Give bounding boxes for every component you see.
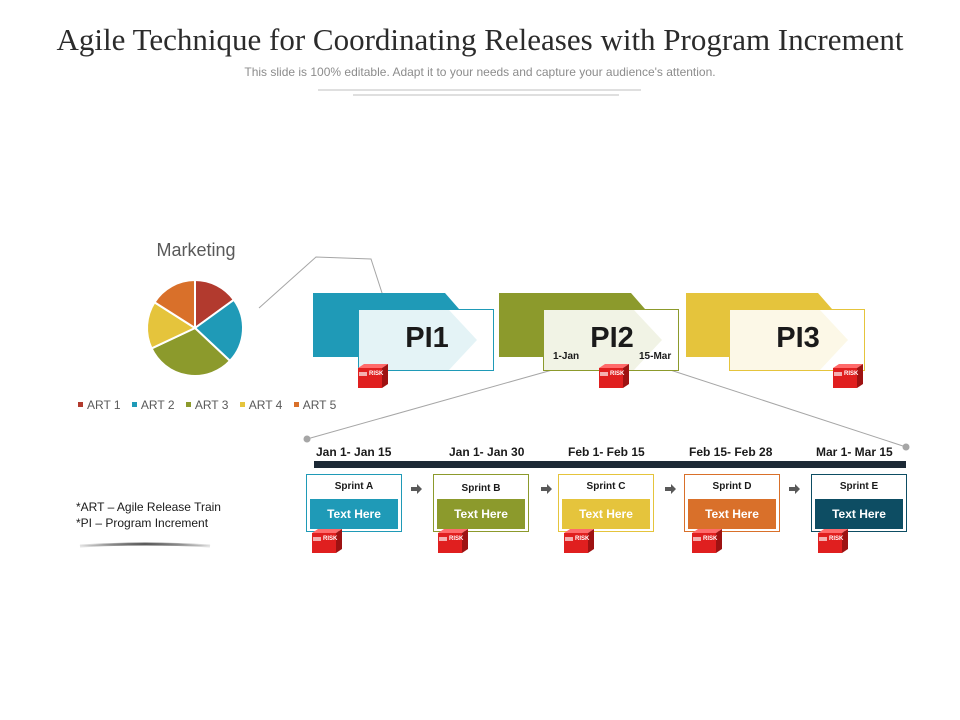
footnotes: *ART – Agile Release Train *PI – Program… — [76, 499, 221, 531]
legend-label: ART 4 — [248, 397, 283, 412]
risk-label: RISK — [610, 371, 625, 377]
sprint-text: Text Here — [437, 499, 525, 529]
risk-icon: RISK — [436, 529, 470, 553]
risk-icon: RISK — [831, 364, 865, 388]
pi1-label: PI1 — [405, 322, 449, 354]
footnote-art: *ART – Agile Release Train — [76, 500, 221, 514]
footnote-shadow — [78, 542, 212, 548]
risk-icon: RISK — [310, 529, 344, 553]
zoom-dot-left — [303, 435, 311, 443]
legend-item-art-4: ART 4 — [239, 397, 283, 412]
timeline-date: Mar 1- Mar 15 — [816, 445, 893, 459]
risk-label: RISK — [449, 536, 464, 542]
sprint-e-card[interactable]: Sprint E Text Here — [811, 474, 907, 532]
legend-marker — [239, 402, 245, 407]
risk-icon: RISK — [597, 364, 631, 388]
timeline-bar — [314, 461, 906, 468]
risk-box-icon — [692, 529, 722, 553]
pi-card-chevron — [359, 310, 477, 370]
risk-icon: RISK — [816, 529, 850, 553]
pie-chart-title: Marketing — [156, 240, 236, 260]
risk-label: RISK — [703, 536, 718, 542]
footnote-pi: *PI – Program Increment — [76, 516, 209, 530]
risk-box-icon — [438, 529, 468, 553]
legend-label: ART 1 — [87, 397, 121, 412]
timeline-date: Feb 1- Feb 15 — [568, 445, 645, 459]
pi2-start-date: 1-Jan — [553, 351, 580, 362]
sprint-text: Text Here — [562, 499, 650, 529]
timeline-date: Feb 15- Feb 28 — [689, 445, 773, 459]
pi-card-chevron — [544, 310, 662, 370]
risk-box-icon — [358, 364, 388, 388]
risk-icon: RISK — [690, 529, 724, 553]
sprint-b-card[interactable]: Sprint B Text Here — [433, 474, 529, 532]
legend-item-art-2: ART 2 — [131, 397, 175, 412]
legend-item-art-3: ART 3 — [185, 397, 229, 412]
risk-icon: RISK — [356, 364, 390, 388]
pie-chart — [146, 278, 244, 377]
pie-slice-art-2 — [193, 298, 244, 363]
footnote-shadow-stroke — [79, 542, 211, 548]
sprint-name: Sprint A — [334, 481, 374, 492]
pi2-label: PI2 — [590, 322, 634, 354]
arrow-icon — [789, 484, 800, 494]
timeline-date: Jan 1- Jan 15 — [316, 445, 392, 459]
timeline-date: Jan 1- Jan 30 — [449, 445, 525, 459]
legend-label: ART 2 — [140, 397, 175, 412]
risk-box-icon — [833, 364, 863, 388]
legend-marker — [185, 402, 191, 407]
legend-item-art-5: ART 5 — [293, 397, 337, 412]
pi2-end-date: 15-Mar — [639, 351, 672, 362]
legend-marker — [131, 402, 137, 407]
pi3-label: PI3 — [776, 322, 820, 354]
sprint-text: Text Here — [815, 499, 903, 529]
pi3-card[interactable]: PI3 — [729, 309, 865, 371]
sprint-text: Text Here — [310, 499, 398, 529]
slide-title: Agile Technique for Coordinating Release… — [56, 22, 904, 57]
pi-card-chevron-shape — [544, 310, 662, 370]
arrow-icon — [541, 484, 552, 494]
legend-marker — [293, 402, 299, 407]
pi-card-chevron — [730, 310, 848, 370]
zoom-line-right — [654, 364, 907, 448]
zoom-dot-right — [902, 443, 910, 451]
sprint-text: Text Here — [688, 499, 776, 529]
slide-subtitle: This slide is 100% editable. Adapt it to… — [244, 65, 716, 79]
risk-label: RISK — [829, 536, 844, 542]
pi-card-chevron-shape — [730, 310, 848, 370]
sprint-name: Sprint C — [586, 481, 626, 492]
risk-label: RISK — [844, 371, 859, 377]
risk-box-icon — [599, 364, 629, 388]
pie-connector-line — [258, 256, 384, 309]
risk-label: RISK — [369, 371, 384, 377]
legend-label: ART 5 — [302, 397, 337, 412]
pie-slice-art-5 — [153, 278, 196, 330]
sprint-d-card[interactable]: Sprint D Text Here — [684, 474, 780, 532]
sprint-name: Sprint B — [461, 483, 501, 494]
sprint-name: Sprint D — [712, 481, 752, 492]
sprint-name: Sprint E — [839, 481, 879, 492]
risk-label: RISK — [575, 536, 590, 542]
risk-box-icon — [312, 529, 342, 553]
pi1-card[interactable]: PI1 — [358, 309, 494, 371]
risk-icon: RISK — [562, 529, 596, 553]
legend-label: ART 3 — [194, 397, 229, 412]
legend-marker — [78, 402, 83, 407]
pie-legend: ART 1 ART 2 ART 3 ART 4 ART 5 — [78, 396, 344, 412]
arrow-icon — [665, 484, 676, 494]
risk-box-icon — [818, 529, 848, 553]
risk-label: RISK — [323, 536, 338, 542]
zoom-line-left — [306, 364, 571, 440]
sprint-a-card[interactable]: Sprint A Text Here — [306, 474, 402, 532]
sprint-c-card[interactable]: Sprint C Text Here — [558, 474, 654, 532]
legend-item-art-1: ART 1 — [78, 398, 121, 412]
arrow-icon — [411, 484, 422, 494]
pi-card-chevron-shape — [359, 310, 477, 370]
pi2-card[interactable]: PI2 1-Jan 15-Mar — [543, 309, 679, 371]
risk-box-icon — [564, 529, 594, 553]
